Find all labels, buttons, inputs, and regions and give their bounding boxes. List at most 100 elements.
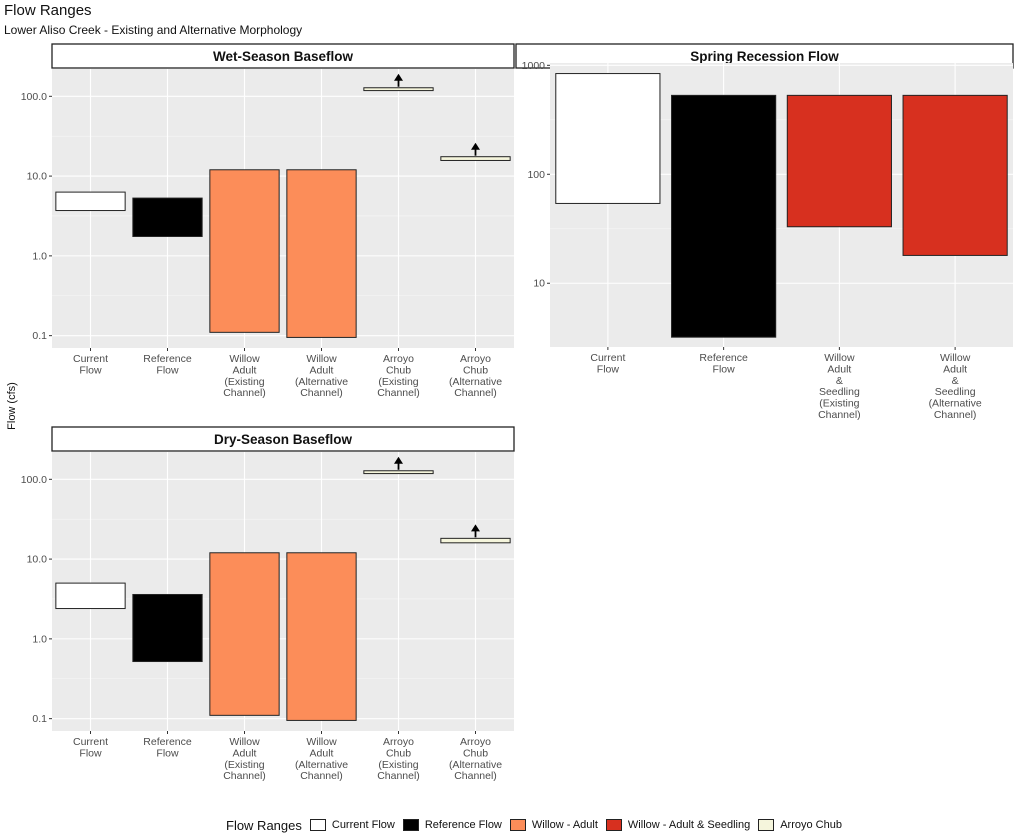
panel-0-x-tick-line: (Existing	[224, 376, 264, 388]
panel-2-x-tick-line: Reference	[143, 736, 192, 748]
panel-2-strip-title: Dry-Season Baseflow	[214, 432, 353, 447]
panel-2-x-tick-line: (Existing	[378, 759, 418, 771]
panel-2-x-tick-line: Flow	[79, 747, 102, 759]
panel-1-x-tick-line: Willow	[940, 352, 971, 364]
legend-key-arroyo-chub	[758, 819, 775, 831]
panel-0-x-tick-line: (Existing	[378, 376, 418, 388]
panel-2-x-tick-line: Channel)	[300, 770, 343, 782]
panel-1-x-tick-label-3: Willow Adult & Seedling (Alternative Channel)	[929, 352, 982, 421]
panel-2-range-bar-3	[286, 552, 357, 721]
panel-0-x-tick-label-5: Arroyo Chub (Alternative Channel)	[449, 353, 502, 399]
panel-0-arrow-head-4	[394, 73, 403, 81]
panel-0-x-tick-line: Reference	[143, 353, 192, 365]
panel-2-x-tick-label-5: Arroyo Chub (Alternative Channel)	[449, 736, 502, 782]
panel-1-x-tick-line: Flow	[713, 363, 736, 375]
panel-1-x-tick-line: Reference	[699, 352, 748, 364]
panel-2-x-tick-line: Chub	[386, 747, 411, 759]
panel-0-x-tick-line: Channel)	[454, 387, 497, 399]
panel-2-x-tick-line: Channel)	[454, 770, 497, 782]
panel-2-x-tick-line: Willow	[229, 736, 260, 748]
legend-label-arroyo-chub: Arroyo Chub	[780, 819, 842, 831]
panel-1-x-tick-line: Seedling	[819, 386, 860, 398]
panel-2-range-bar-4	[363, 470, 434, 475]
legend-title: Flow Ranges	[226, 817, 302, 833]
panel-0-range-bar-4	[363, 87, 434, 92]
panel-1-x-tick-line: Channel)	[934, 409, 977, 421]
panel-0-arrow-head-5	[471, 142, 480, 150]
legend-item-reference-flow: Reference Flow	[402, 819, 502, 831]
panel-2-x-tick-line: (Alternative	[295, 759, 348, 771]
panel-0-x-tick-line: Chub	[463, 364, 488, 376]
panel-1-range-bar-1	[671, 94, 777, 338]
panel-1-x-tick-label-1: Reference Flow	[699, 352, 748, 375]
legend-item-current-flow: Current Flow	[309, 819, 395, 831]
panel-2-x-tick-label-2: Willow Adult (Existing Channel)	[223, 736, 266, 782]
legend: Flow Ranges Current Flow Reference Flow …	[226, 815, 850, 835]
panel-2-y-tick-label: 100.0	[21, 474, 47, 486]
legend-label-current-flow: Current Flow	[331, 819, 395, 831]
panel-2-range-bar-5	[440, 537, 511, 544]
panel-0-x-tick-line: (Alternative	[449, 376, 502, 388]
panel-2-x-tick-label-0: Current Flow	[73, 736, 108, 759]
panel-1-x-tick-line: Adult	[943, 363, 967, 375]
panel-1-strip-title: Spring Recession Flow	[690, 49, 839, 64]
panel-2-x-tick-line: Channel)	[377, 770, 420, 782]
panel-0-x-tick-line: Arroyo	[460, 353, 491, 365]
panel-0-x-tick-line: (Alternative	[295, 376, 348, 388]
panel-0-range-bar-2	[209, 169, 280, 333]
panel-0-strip-title: Wet-Season Baseflow	[213, 49, 354, 64]
panel-2-x-tick-line: Chub	[463, 747, 488, 759]
panel-2-background	[52, 452, 514, 731]
panel-2-range-bar-1	[132, 593, 203, 663]
panel-2-x-tick-line: Adult	[310, 747, 334, 759]
panel-1-x-tick-line: Willow	[824, 352, 855, 364]
panel-1-y-tick-label: 100	[527, 169, 545, 181]
panel-1-x-tick-line: (Alternative	[929, 398, 982, 410]
panel-0-x-tick-line: Channel)	[300, 387, 343, 399]
panel-0-x-tick-line: Adult	[310, 364, 334, 376]
panel-2-arrow-head-5	[471, 524, 480, 532]
panel-1-range-bar-2	[786, 94, 892, 228]
legend-item-willow-adult: Willow - Adult	[509, 819, 598, 831]
panel-2-x-tick-label-4: Arroyo Chub (Existing Channel)	[377, 736, 420, 782]
legend-label-willow-adult: Willow - Adult	[531, 819, 598, 831]
panel-2-range-bar-0	[55, 582, 126, 610]
legend-key-willow-adult	[509, 819, 526, 831]
panel-0-x-tick-line: Arroyo	[383, 353, 414, 365]
panel-2-strip	[51, 426, 515, 452]
panel-0-y-tick-label: 10.0	[27, 171, 48, 183]
panel-0-x-tick-label-0: Current Flow	[73, 353, 108, 376]
panel-2-x-tick-line: (Existing	[224, 759, 264, 771]
panel-0-range-bar-3	[286, 169, 357, 338]
panel-1-x-tick-line: Current	[590, 352, 625, 364]
legend-label-willow-adult-seedling: Willow - Adult & Seedling	[627, 819, 751, 831]
panel-0-x-tick-label-3: Willow Adult (Alternative Channel)	[295, 353, 348, 399]
panel-1-range-bar-0	[555, 73, 661, 204]
panel-0-range-bar-1	[132, 197, 203, 237]
panel-1-x-tick-line: Adult	[827, 363, 851, 375]
panel-2-x-tick-line: Flow	[156, 747, 179, 759]
panel-0-x-tick-line: Channel)	[223, 387, 266, 399]
panel-0-x-tick-label-1: Reference Flow	[143, 353, 192, 376]
panel-0-x-tick-line: Channel)	[377, 387, 420, 399]
panel-1-range-bar-3	[902, 94, 1008, 256]
panel-1-x-tick-label-2: Willow Adult & Seedling (Existing Channel)	[818, 352, 861, 421]
panel-0-y-tick-label: 0.1	[32, 330, 47, 342]
panel-0-y-tick-label: 100.0	[21, 91, 47, 103]
panel-0-range-bar-0	[55, 191, 126, 212]
panel-2-range-bar-2	[209, 552, 280, 716]
panel-0-background	[52, 69, 514, 348]
panel-2-x-tick-line: Arroyo	[460, 736, 491, 748]
panel-1-x-tick-line: Seedling	[935, 386, 976, 398]
panel-0-x-tick-line: Current	[73, 353, 108, 365]
panel-0-x-tick-line: Flow	[79, 364, 102, 376]
panel-2-x-tick-line: Current	[73, 736, 108, 748]
panel-2-y-tick-label: 10.0	[27, 554, 48, 566]
panel-0-range-bar-5	[440, 156, 511, 161]
panel-2-y-tick-label: 1.0	[32, 633, 47, 645]
panel-0-x-tick-line: Willow	[229, 353, 260, 365]
panel-1-x-tick-line: &	[952, 375, 959, 387]
panel-2-x-tick-line: (Alternative	[449, 759, 502, 771]
panel-1-x-tick-line: Flow	[597, 363, 620, 375]
